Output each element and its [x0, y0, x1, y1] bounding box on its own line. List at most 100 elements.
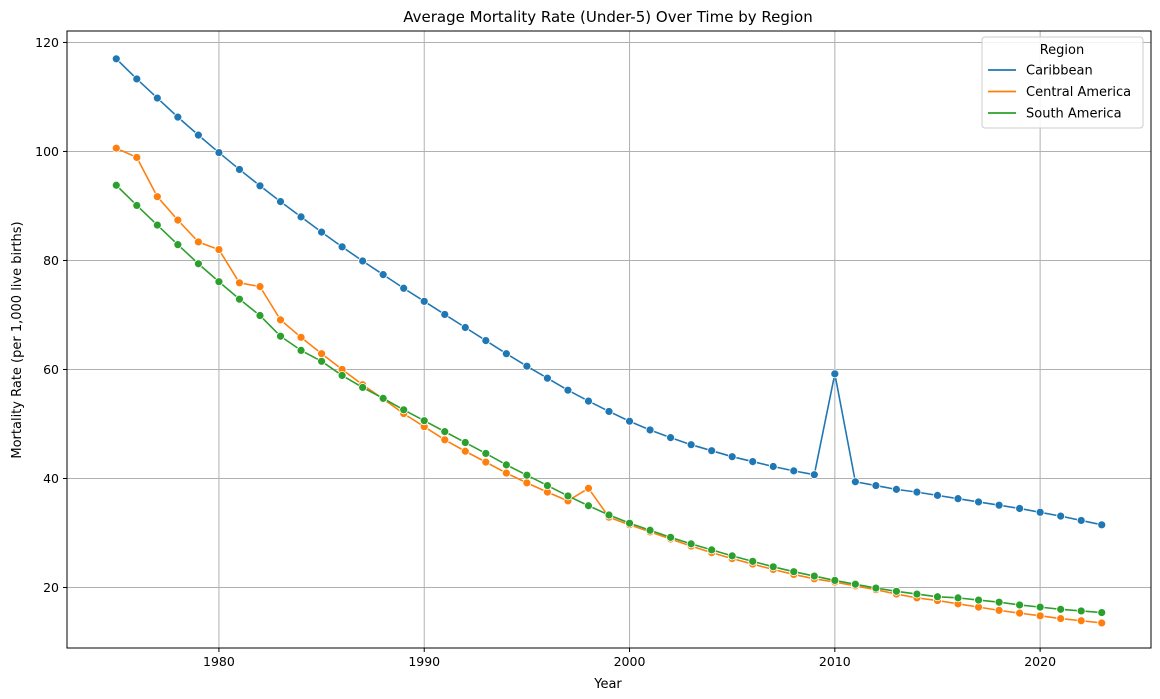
data-point: [912, 487, 922, 497]
data-point: [152, 192, 162, 202]
data-point: [337, 242, 347, 252]
data-point: [255, 181, 265, 191]
data-point: [1056, 614, 1066, 623]
data-point: [543, 481, 552, 490]
data-point: [440, 310, 450, 319]
data-point: [1015, 504, 1025, 513]
data-point: [584, 501, 593, 511]
data-point: [809, 571, 819, 581]
data-point: [892, 586, 901, 596]
data-point: [296, 212, 306, 222]
data-point: [276, 331, 285, 341]
data-point: [686, 440, 696, 450]
data-point: [871, 481, 881, 490]
x-axis-label: Year: [593, 677, 622, 692]
data-point: [255, 311, 265, 320]
data-point: [625, 518, 634, 528]
data-point: [296, 332, 306, 342]
data-point: [994, 597, 1004, 607]
data-point: [132, 201, 142, 210]
x-tick-label: 1990: [408, 654, 440, 669]
chart-title: Average Mortality Rate (Under-5) Over Ti…: [403, 8, 812, 26]
series-lines: [111, 54, 1107, 628]
data-point: [419, 416, 429, 426]
data-point: [522, 478, 532, 488]
data-point: [563, 491, 573, 501]
data-point: [276, 315, 285, 325]
data-point: [994, 500, 1004, 510]
legend-entry-label: Central America: [1026, 85, 1131, 100]
x-tick-label: 2010: [819, 654, 851, 669]
data-point: [460, 446, 470, 456]
data-point: [460, 438, 470, 447]
data-point: [1056, 604, 1066, 614]
data-point: [789, 466, 799, 476]
data-point: [604, 407, 614, 416]
x-tick-label: 2020: [1024, 654, 1056, 669]
data-point: [481, 449, 491, 458]
data-point: [1076, 616, 1086, 626]
data-point: [214, 277, 224, 287]
series-south-america: [111, 180, 1107, 617]
data-point: [543, 373, 552, 383]
data-point: [768, 562, 778, 572]
data-point: [173, 112, 183, 122]
data-point: [337, 371, 347, 380]
data-point: [378, 393, 388, 403]
data-point: [1056, 511, 1066, 521]
data-point: [892, 484, 901, 494]
data-point: [953, 494, 963, 504]
data-point: [584, 396, 593, 406]
data-point: [132, 153, 142, 162]
data-point: [645, 425, 655, 435]
data-point: [850, 579, 860, 589]
data-point: [173, 215, 183, 225]
data-point: [1035, 602, 1045, 612]
data-point: [235, 165, 244, 174]
data-point: [440, 427, 450, 437]
legend: Region Caribbean Central America South Ame…: [981, 36, 1144, 129]
data-point: [152, 220, 162, 230]
data-point: [974, 497, 983, 507]
data-point: [255, 282, 265, 292]
data-point: [296, 345, 306, 355]
x-tick-label: 2000: [614, 654, 646, 669]
data-point: [358, 256, 368, 266]
data-point: [378, 270, 388, 280]
data-point: [111, 180, 121, 190]
data-point: [830, 369, 840, 379]
data-point: [132, 74, 142, 84]
data-point: [933, 592, 942, 602]
data-point: [152, 93, 162, 103]
y-tick-label: 120: [35, 35, 59, 50]
data-point: [789, 567, 799, 577]
data-point: [850, 477, 860, 487]
y-tick-label: 20: [43, 580, 59, 595]
legend-title: Region: [1040, 43, 1085, 58]
data-point: [707, 446, 717, 456]
data-point: [912, 589, 922, 599]
data-point: [933, 490, 942, 500]
data-point: [317, 227, 326, 237]
y-axis-label: Mortality Rate (per 1,000 live births): [10, 221, 25, 458]
data-point: [317, 356, 326, 366]
data-point: [953, 593, 963, 603]
x-tick-label: 1980: [203, 654, 235, 669]
legend-entry-label: South America: [1026, 107, 1122, 122]
data-point: [419, 296, 429, 306]
data-point: [214, 148, 224, 157]
data-point: [317, 349, 326, 359]
y-tick-label: 100: [35, 144, 59, 159]
data-point: [481, 336, 491, 345]
data-point: [1076, 606, 1086, 616]
data-point: [584, 483, 593, 493]
data-point: [1097, 520, 1107, 530]
legend-entry-label: Caribbean: [1026, 64, 1093, 79]
data-point: [522, 361, 532, 371]
data-point: [440, 435, 450, 445]
data-point: [727, 551, 737, 561]
data-point: [1097, 618, 1107, 628]
data-point: [871, 583, 881, 593]
